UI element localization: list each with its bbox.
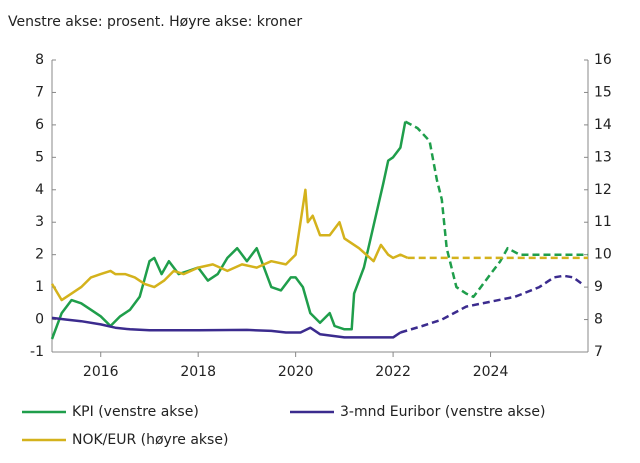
y2-tick-label: 13: [594, 149, 612, 165]
y2-tick-label: 11: [594, 214, 612, 230]
series-line: [50, 121, 407, 340]
y-tick-label: 4: [35, 182, 44, 198]
y-tick-label: 6: [35, 117, 44, 133]
y-tick-label: 1: [35, 279, 44, 295]
y-tick-label: 5: [35, 149, 44, 165]
legend-label: 3-mnd Euribor (venstre akse): [340, 404, 545, 420]
x-tick-label: 2018: [180, 364, 216, 380]
y-tick-label: 2: [35, 247, 44, 263]
x-tick-label: 2020: [278, 364, 314, 380]
y-tick-label: 7: [35, 84, 44, 100]
series-line-projection: [400, 274, 585, 334]
y2-tick-label: 9: [594, 279, 603, 295]
y2-tick-label: 8: [594, 312, 603, 328]
y2-tick-label: 16: [594, 52, 612, 68]
x-tick-label: 2024: [473, 364, 509, 380]
y-tick-label: -1: [30, 344, 44, 360]
y2-tick-label: 14: [594, 117, 612, 133]
chart-subtitle: Venstre akse: prosent. Høyre akse: krone…: [8, 14, 302, 30]
y-tick-label: 0: [35, 312, 44, 328]
y2-tick-label: 15: [594, 84, 612, 100]
y-tick-label: 8: [35, 52, 44, 68]
x-tick-label: 2022: [375, 364, 411, 380]
series-line-projection: [404, 120, 588, 299]
y2-tick-label: 7: [594, 344, 603, 360]
series-line: [50, 188, 409, 302]
y2-tick-label: 12: [594, 182, 612, 198]
legend-label: NOK/EUR (høyre akse): [72, 432, 228, 448]
series-line: [51, 316, 402, 339]
legend-label: KPI (venstre akse): [72, 404, 199, 420]
y-tick-label: 3: [35, 214, 44, 230]
y2-tick-label: 10: [594, 247, 612, 263]
x-tick-label: 2016: [83, 364, 119, 380]
